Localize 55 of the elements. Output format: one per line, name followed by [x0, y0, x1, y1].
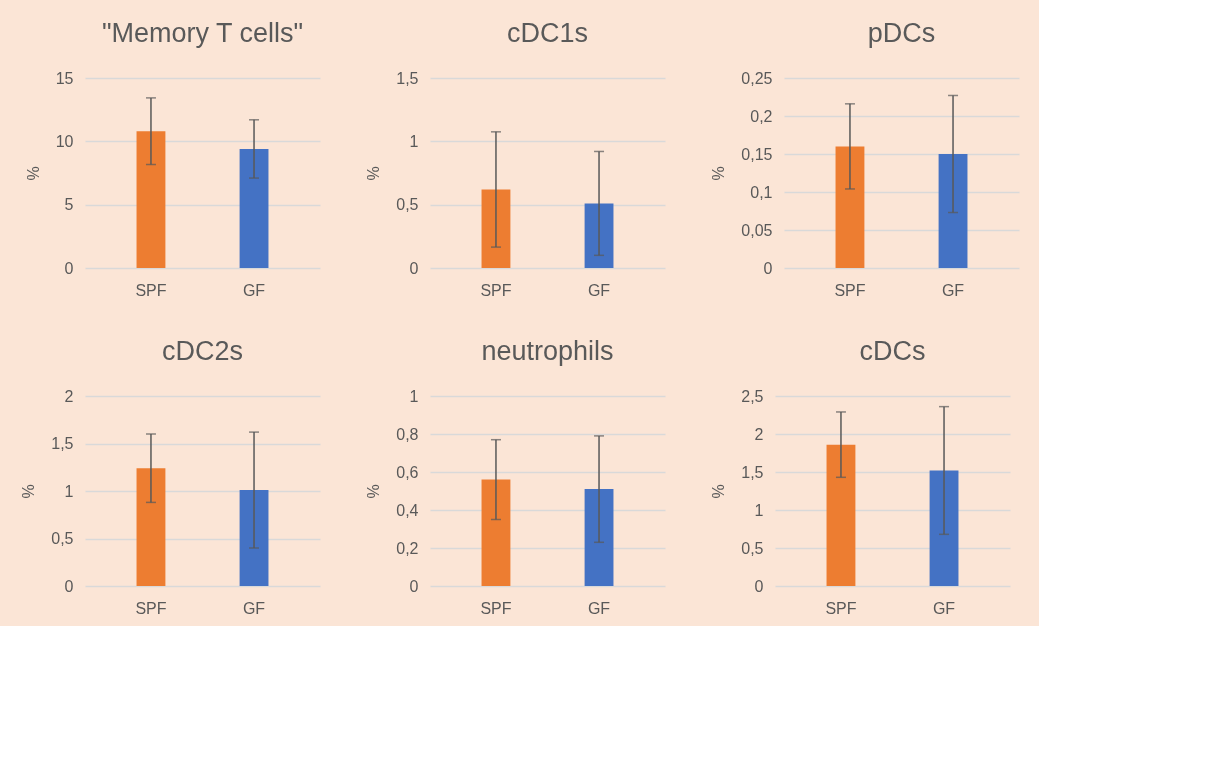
y-tick-label: 0 — [409, 577, 419, 595]
chart-title: cDC2s — [161, 336, 244, 366]
x-tick-label: SPF — [480, 599, 512, 617]
y-tick-label: 0,5 — [51, 530, 74, 547]
y-tick-label: 5 — [64, 196, 74, 214]
y-tick-label: 10 — [55, 132, 74, 150]
x-tick-label: SPF — [135, 281, 167, 299]
y-tick-label: 1 — [754, 501, 764, 519]
y-tick-label: 0,2 — [396, 539, 419, 557]
y-tick-label: 0,6 — [396, 463, 419, 481]
y-tick-label: 1,5 — [396, 69, 419, 87]
y-tick-label: 0,05 — [741, 221, 773, 239]
y-axis-title: % — [20, 484, 38, 499]
y-tick-label: 0,5 — [741, 539, 764, 557]
y-tick-label: 1,5 — [741, 463, 764, 481]
y-tick-label: 15 — [55, 69, 74, 87]
y-axis-title: % — [710, 484, 728, 499]
x-tick-label: SPF — [825, 599, 857, 617]
y-tick-label: 0,8 — [396, 425, 419, 443]
y-tick-label: 0 — [754, 577, 764, 595]
y-tick-label: 1 — [409, 387, 419, 405]
x-tick-label: SPF — [480, 281, 512, 299]
y-tick-label: 1 — [64, 482, 74, 500]
y-tick-label: 1 — [409, 132, 419, 150]
x-tick-label: GF — [242, 599, 266, 617]
y-tick-label: 0,15 — [741, 145, 773, 163]
y-tick-label: 0,1 — [750, 183, 773, 201]
x-tick-label: GF — [941, 281, 965, 299]
y-axis-title: % — [710, 166, 728, 181]
y-axis-title: % — [24, 166, 42, 181]
y-tick-label: 2 — [64, 387, 74, 405]
chart-title: cDCs — [859, 336, 926, 366]
y-tick-label: 0,5 — [396, 196, 419, 214]
y-tick-label: 0,25 — [741, 69, 773, 87]
x-tick-label: GF — [587, 599, 611, 617]
y-axis-title: % — [365, 166, 383, 181]
x-tick-label: GF — [242, 281, 266, 299]
x-tick-label: SPF — [834, 281, 866, 299]
x-tick-label: GF — [587, 281, 611, 299]
chart-title: pDCs — [867, 18, 936, 48]
chart-title: neutrophils — [481, 336, 614, 366]
chart-title: cDC1s — [506, 18, 589, 48]
y-tick-label: 2,5 — [741, 387, 764, 405]
y-tick-label: 0,2 — [750, 107, 773, 125]
y-tick-label: 1,5 — [51, 435, 74, 452]
x-tick-label: GF — [932, 599, 956, 617]
y-tick-label: 0 — [64, 259, 74, 277]
y-tick-label: 2 — [754, 425, 764, 443]
chart-title: "Memory T cells" — [101, 18, 304, 48]
y-tick-label: 0,4 — [396, 501, 419, 519]
x-tick-label: SPF — [135, 599, 167, 617]
y-axis-title: % — [365, 484, 383, 499]
y-tick-label: 0 — [64, 577, 74, 595]
y-tick-label: 0 — [409, 259, 419, 277]
y-tick-label: 0 — [763, 259, 773, 277]
